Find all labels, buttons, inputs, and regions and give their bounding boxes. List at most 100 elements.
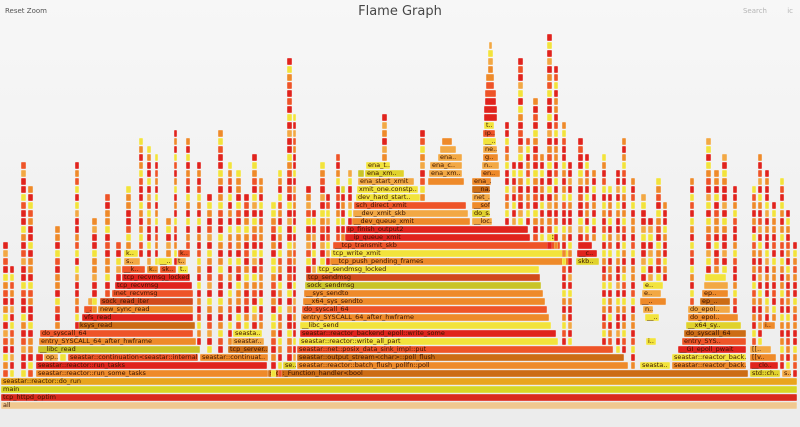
flame-frame[interactable] (174, 234, 177, 241)
flame-frame[interactable] (554, 202, 558, 209)
flame-frame[interactable] (641, 258, 646, 265)
flame-frame[interactable] (758, 242, 762, 249)
flame-frame[interactable] (21, 298, 26, 305)
flame-frame[interactable] (3, 290, 8, 297)
flame-frame[interactable] (631, 274, 635, 281)
flame-frame[interactable] (518, 194, 523, 201)
flame-frame[interactable] (608, 338, 612, 345)
flame-frame[interactable] (228, 274, 232, 281)
flame-frame[interactable] (602, 210, 606, 217)
flame-frame[interactable]: seastar::net::posix_data_sink_impl::put (297, 346, 613, 353)
flame-frame[interactable] (714, 266, 719, 273)
flame-frame[interactable] (752, 194, 756, 201)
flame-frame[interactable] (174, 170, 177, 177)
flame-frame[interactable] (139, 234, 143, 241)
flame-frame[interactable] (236, 258, 241, 265)
flame-frame[interactable] (186, 138, 190, 145)
flame-frame[interactable] (92, 274, 97, 281)
flame-frame[interactable] (92, 298, 97, 305)
flame-frame[interactable] (278, 266, 282, 273)
flame-frame[interactable] (228, 282, 232, 289)
flame-frame[interactable] (722, 250, 727, 257)
flame-frame[interactable] (793, 290, 797, 297)
flame-frame[interactable] (631, 234, 635, 241)
flame-frame[interactable] (786, 354, 790, 361)
flame-frame[interactable] (706, 154, 711, 161)
flame-frame[interactable] (155, 202, 158, 209)
flame-frame[interactable] (622, 218, 626, 225)
flame-frame[interactable] (236, 194, 241, 201)
flame-frame[interactable] (278, 290, 282, 297)
flame-frame[interactable]: sk.. (160, 266, 176, 273)
flame-frame[interactable] (228, 202, 232, 209)
flame-frame[interactable] (218, 170, 223, 177)
flame-frame[interactable] (197, 274, 201, 281)
flame-frame[interactable] (278, 218, 282, 225)
flame-frame[interactable] (207, 346, 212, 353)
flame-frame[interactable] (21, 306, 26, 313)
flame-frame[interactable]: tcp_sendmsg_locked (317, 266, 539, 273)
flame-frame[interactable] (21, 258, 26, 265)
flame-frame[interactable]: ep_.. (700, 298, 730, 305)
flame-frame[interactable] (278, 362, 282, 369)
flame-frame[interactable] (641, 266, 646, 273)
flame-frame[interactable] (526, 170, 530, 177)
flame-frame[interactable] (616, 234, 620, 241)
flame-frame[interactable] (312, 226, 316, 233)
flame-frame[interactable] (780, 210, 784, 217)
flame-frame[interactable] (568, 298, 572, 305)
flame-frame[interactable] (602, 154, 606, 161)
flame-frame[interactable] (293, 114, 296, 121)
flame-frame[interactable] (244, 290, 249, 297)
flame-frame[interactable] (186, 218, 190, 225)
flame-frame[interactable]: n.. (482, 162, 499, 169)
flame-frame[interactable] (585, 162, 589, 169)
flame-frame[interactable] (562, 138, 566, 145)
flame-frame[interactable] (197, 226, 201, 233)
flame-frame[interactable] (592, 210, 596, 217)
flame-frame[interactable] (568, 194, 572, 201)
flame-frame[interactable] (186, 210, 190, 217)
flame-frame[interactable] (512, 178, 516, 185)
flame-frame[interactable] (306, 258, 311, 265)
flame-frame[interactable] (55, 258, 60, 265)
flame-frame[interactable] (592, 218, 596, 225)
flame-frame[interactable] (656, 250, 661, 257)
flame-frame[interactable] (616, 178, 620, 185)
flame-frame[interactable] (105, 226, 110, 233)
flame-frame[interactable] (706, 202, 711, 209)
flame-frame[interactable] (793, 338, 797, 345)
flame-frame[interactable] (656, 226, 661, 233)
flame-frame[interactable] (578, 170, 583, 177)
flame-frame[interactable] (336, 218, 340, 225)
flame-frame[interactable] (714, 210, 719, 217)
flame-frame[interactable] (780, 226, 784, 233)
flame-frame[interactable] (663, 210, 667, 217)
flame-frame[interactable] (752, 250, 756, 257)
flame-frame[interactable] (252, 218, 257, 225)
flame-frame[interactable]: tcp_sendmsg (306, 274, 540, 281)
flame-frame[interactable] (271, 282, 276, 289)
flame-frame[interactable] (21, 210, 26, 217)
flame-frame[interactable] (780, 266, 784, 273)
flame-frame[interactable] (244, 218, 249, 225)
flame-frame[interactable] (592, 234, 596, 241)
flame-frame[interactable] (218, 258, 223, 265)
flame-frame[interactable]: seastar::continuation<seastar::internal:… (68, 354, 198, 361)
flame-frame[interactable] (218, 338, 223, 345)
flame-frame[interactable] (690, 298, 694, 305)
flame-frame[interactable]: __dev_xmit_skb (353, 210, 468, 217)
flame-frame[interactable] (780, 362, 784, 369)
flame-frame[interactable] (752, 290, 756, 297)
flame-frame[interactable] (3, 338, 8, 345)
flame-frame[interactable] (554, 82, 558, 89)
flame-frame[interactable] (207, 258, 212, 265)
flame-frame[interactable] (622, 186, 626, 193)
flame-frame[interactable] (616, 186, 620, 193)
flame-frame[interactable] (631, 186, 635, 193)
flame-frame[interactable] (765, 178, 769, 185)
flame-frame[interactable] (518, 138, 523, 145)
flame-frame[interactable] (608, 322, 612, 329)
flame-frame[interactable]: std::ch.. (750, 370, 780, 377)
flame-frame[interactable] (320, 202, 325, 209)
